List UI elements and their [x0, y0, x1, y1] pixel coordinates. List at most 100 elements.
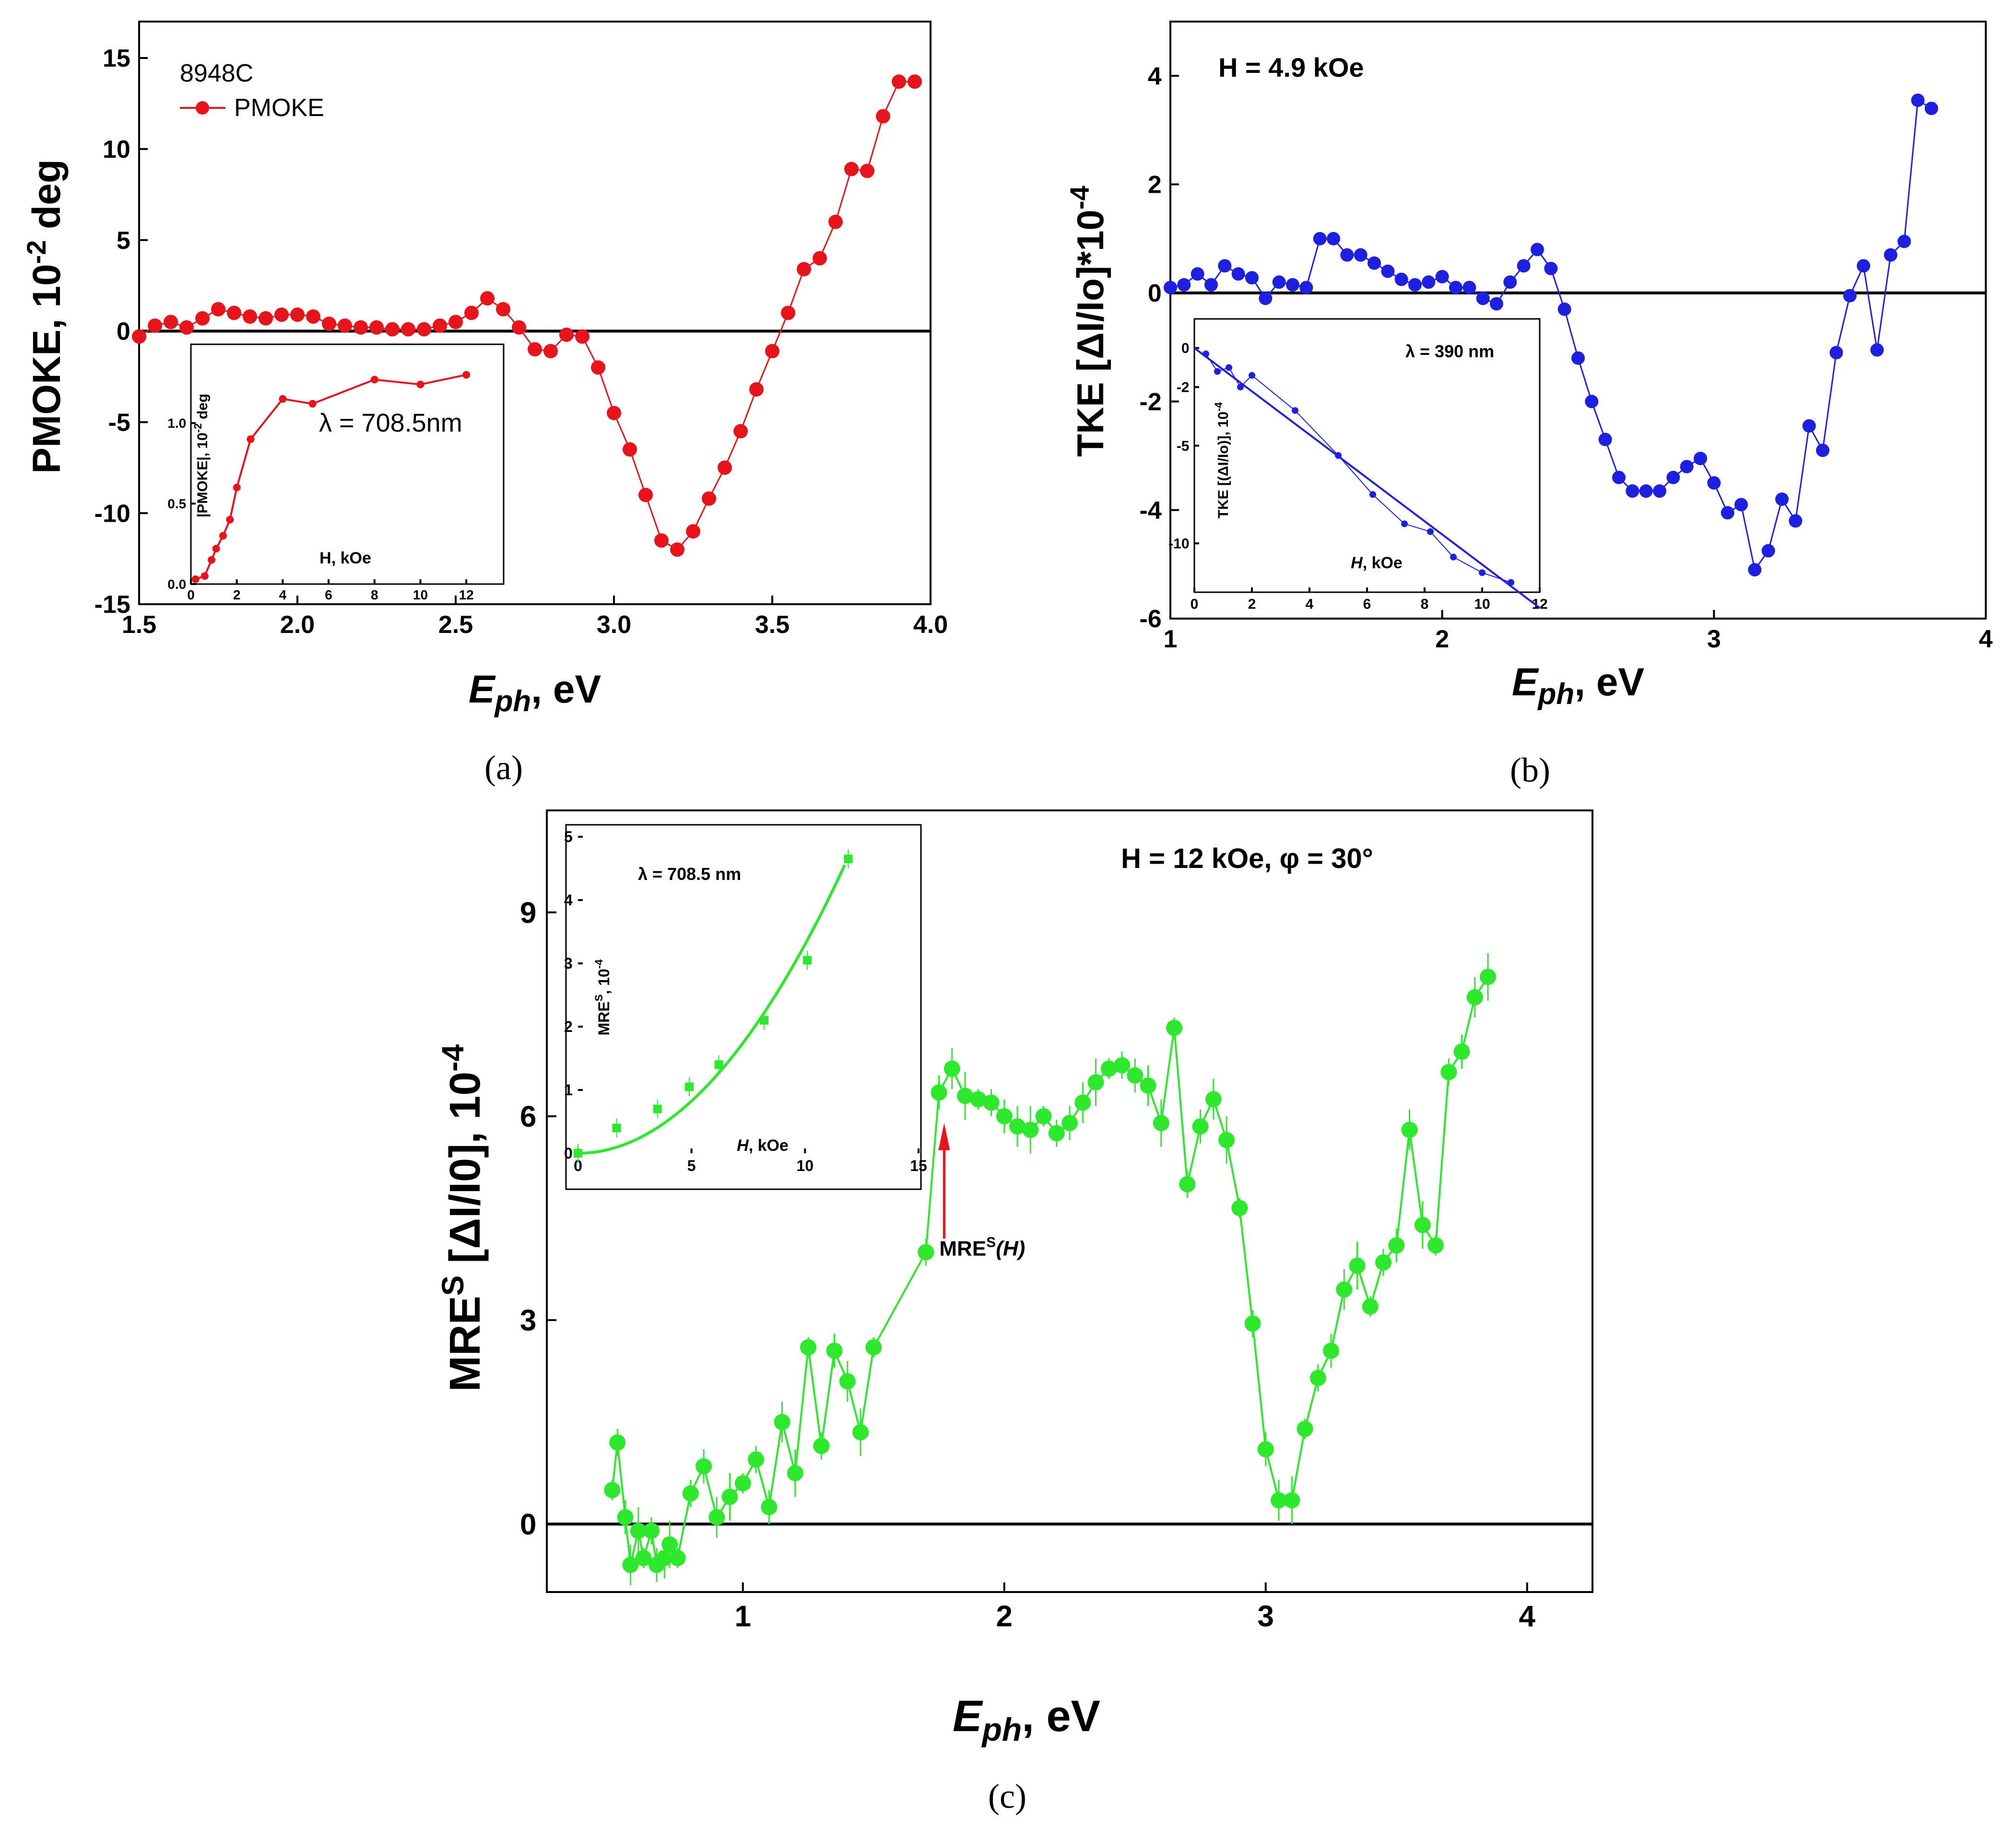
- y-tick-label: 3: [520, 1304, 536, 1337]
- tke-point: [1571, 351, 1585, 365]
- pmoke-point: [417, 322, 431, 337]
- mres-point: [617, 1509, 634, 1526]
- inset-a-point: [212, 545, 220, 553]
- inset-c-point: [612, 1124, 621, 1133]
- inset-c-point: [760, 1016, 769, 1025]
- pmoke-point: [828, 214, 843, 229]
- pmoke-point: [464, 305, 479, 320]
- tke-point: [1327, 232, 1340, 246]
- panel-c-inset-y-label: MRES, 10-4: [593, 959, 613, 1035]
- inset-b-point: [1249, 372, 1255, 379]
- panel-c-arrow-label: MRES(H): [939, 1234, 1025, 1260]
- tke-point: [1517, 259, 1531, 273]
- x-tick-label: 2.0: [280, 611, 315, 639]
- x-tick-label: 4: [1519, 1600, 1536, 1633]
- mres-point: [1061, 1115, 1078, 1131]
- panel-c-inset-frame: [565, 824, 922, 1190]
- x-tick-label: 4: [279, 587, 287, 602]
- y-tick-label: 9: [520, 896, 536, 929]
- inset-a-point: [247, 435, 255, 443]
- tke-point: [1789, 514, 1803, 528]
- pmoke-point: [401, 322, 415, 337]
- x-tick-label: 2.5: [438, 611, 473, 639]
- pmoke-point: [559, 328, 574, 342]
- y-tick-label: 5: [564, 828, 573, 845]
- mres-point: [1284, 1492, 1300, 1509]
- panel-a-legend: PMOKE: [180, 94, 324, 122]
- tke-point: [1694, 452, 1707, 466]
- arrow-head: [938, 1123, 950, 1150]
- mres-point: [669, 1550, 686, 1567]
- tke-point: [1721, 506, 1734, 520]
- inset-b-point: [1292, 407, 1298, 414]
- mres-point: [813, 1438, 830, 1454]
- inset-b-point: [1427, 528, 1434, 535]
- mres-point: [1271, 1492, 1287, 1509]
- tke-point: [1313, 232, 1327, 246]
- legend-marker: [196, 101, 209, 115]
- inset-c-point: [574, 1149, 582, 1158]
- tke-point: [1531, 243, 1544, 257]
- panel-c-inset-x-label: H, kOe: [737, 1136, 789, 1155]
- pmoke-point: [718, 460, 732, 475]
- pmoke-point: [670, 542, 684, 557]
- tke-point: [1177, 278, 1191, 292]
- tke-point: [1626, 484, 1639, 498]
- pmoke-point: [259, 311, 273, 326]
- pmoke-point: [512, 320, 526, 335]
- mres-point: [1179, 1176, 1196, 1193]
- inset-a-point: [233, 483, 241, 492]
- x-tick-label: 0: [1191, 597, 1199, 612]
- tke-point: [1231, 267, 1245, 281]
- pmoke-point: [179, 320, 194, 335]
- y-tick-label: -6: [1140, 605, 1162, 633]
- tke-point: [1829, 346, 1843, 360]
- tke-point: [1639, 484, 1653, 498]
- pmoke-point: [892, 74, 906, 89]
- inset-a-point: [208, 556, 216, 564]
- mres-point: [630, 1522, 647, 1539]
- pmoke-point: [623, 442, 637, 457]
- x-tick-label: 2: [1248, 597, 1256, 612]
- pmoke-point: [528, 342, 542, 357]
- mres-point: [774, 1414, 790, 1430]
- mres-point: [1074, 1094, 1091, 1111]
- pmoke-point: [132, 329, 146, 344]
- panel-a-inset-frame: [190, 343, 505, 585]
- panel-c-frame: [546, 809, 1593, 1593]
- tke-point: [1884, 248, 1898, 262]
- pmoke-point: [496, 302, 510, 316]
- tke-point: [1204, 278, 1218, 292]
- pmoke-point: [797, 262, 811, 277]
- mres-point: [708, 1509, 725, 1526]
- mres-point: [865, 1339, 882, 1356]
- y-tick-label: 3: [564, 955, 573, 972]
- x-tick-label: 0: [187, 587, 195, 602]
- tke-point: [1340, 248, 1354, 262]
- panel-a-inset: 0 2 4 6 8 10 12 0.0 0.5 1.0 H, kOe |PMOKE|, 10-2 …: [167, 343, 505, 602]
- y-tick-label: 2: [1148, 171, 1162, 199]
- y-tick-label: -10: [94, 500, 130, 527]
- x-tick-label: 2: [1435, 625, 1449, 653]
- x-tick-label: 10: [413, 587, 428, 602]
- tke-point: [1544, 261, 1558, 275]
- pmoke-point: [227, 305, 241, 320]
- inset-b-point: [1369, 491, 1376, 498]
- mres-point: [1375, 1254, 1391, 1271]
- mres-point: [1388, 1237, 1405, 1254]
- pmoke-point: [733, 424, 748, 439]
- mres-point: [1153, 1115, 1169, 1131]
- panel-c-inset-annotation: λ = 708.5 nm: [638, 864, 741, 884]
- pmoke-point: [369, 320, 384, 335]
- tke-point: [1381, 264, 1395, 278]
- pmoke-point: [543, 344, 558, 359]
- tke-point: [1924, 102, 1938, 116]
- pmoke-point: [860, 164, 874, 178]
- mres-point: [604, 1482, 621, 1499]
- mres-point: [1009, 1118, 1026, 1135]
- panel-b-inset-y-label: TKE [(ΔI/Io)], 10-4: [1213, 402, 1231, 519]
- pmoke-point: [638, 488, 653, 503]
- y-tick-label: -5: [1177, 438, 1190, 454]
- mres-point: [1218, 1132, 1235, 1148]
- mres-point: [661, 1536, 678, 1553]
